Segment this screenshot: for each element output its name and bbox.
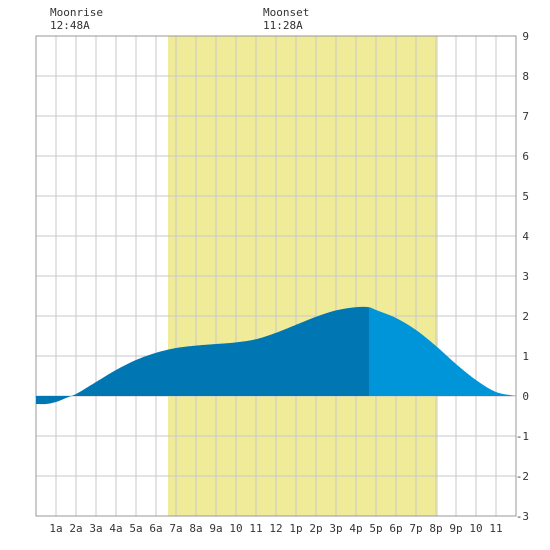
x-tick-label: 6p — [389, 522, 402, 535]
y-tick-label: 0 — [522, 390, 529, 403]
y-tick-label: 1 — [522, 350, 529, 363]
x-tick-label: 8a — [189, 522, 202, 535]
y-tick-label: -2 — [516, 470, 529, 483]
y-tick-label: -1 — [516, 430, 529, 443]
y-tick-label: -3 — [516, 510, 529, 523]
x-tick-label: 2a — [69, 522, 82, 535]
x-tick-labels: 1a 2a 3a 4a 5a 6a 7a 8a 9a 10 11 12 1p 2p 3p 4p 5p 6p 7p 8p… — [49, 522, 502, 535]
moonset-time: 11:28A — [263, 19, 303, 32]
x-tick-label: 4a — [109, 522, 122, 535]
tide-area-light — [369, 307, 516, 396]
y-tick-label: 5 — [522, 190, 529, 203]
x-tick-label: 1a — [49, 522, 62, 535]
x-tick-label: 2p — [309, 522, 322, 535]
x-tick-label: 7p — [409, 522, 422, 535]
x-tick-label: 9p — [449, 522, 462, 535]
x-tick-label: 6a — [149, 522, 162, 535]
y-tick-label: 3 — [522, 270, 529, 283]
plot-frame — [35, 35, 517, 517]
x-tick-label: 3p — [329, 522, 342, 535]
x-tick-label: 12 — [269, 522, 282, 535]
y-tick-label: 6 — [522, 150, 529, 163]
moonset-label: Moonset — [263, 6, 309, 19]
y-tick-label: 7 — [522, 110, 529, 123]
moonrise-label: Moonrise — [50, 6, 103, 19]
y-tick-label: 8 — [522, 70, 529, 83]
x-tick-label: 11 — [489, 522, 502, 535]
x-tick-label: 1p — [289, 522, 302, 535]
x-tick-label: 11 — [249, 522, 262, 535]
x-tick-label: 5p — [369, 522, 382, 535]
moonrise-time: 12:48A — [50, 19, 90, 32]
x-tick-label: 10 — [469, 522, 482, 535]
x-tick-label: 4p — [349, 522, 362, 535]
y-tick-labels: -3 -2 -1 0 1 2 3 4 5 6 7 8 9 — [516, 30, 530, 523]
grid-layer — [35, 35, 517, 517]
y-tick-label: 4 — [522, 230, 529, 243]
tide-area-dark — [36, 306, 369, 405]
y-tick-label: 9 — [522, 30, 529, 43]
x-tick-label: 7a — [169, 522, 182, 535]
x-tick-label: 9a — [209, 522, 222, 535]
x-tick-label: 10 — [229, 522, 242, 535]
x-tick-label: 3a — [89, 522, 102, 535]
y-tick-label: 2 — [522, 310, 529, 323]
tide-area-layer — [36, 306, 516, 405]
x-tick-label: 5a — [129, 522, 142, 535]
x-tick-label: 8p — [429, 522, 442, 535]
